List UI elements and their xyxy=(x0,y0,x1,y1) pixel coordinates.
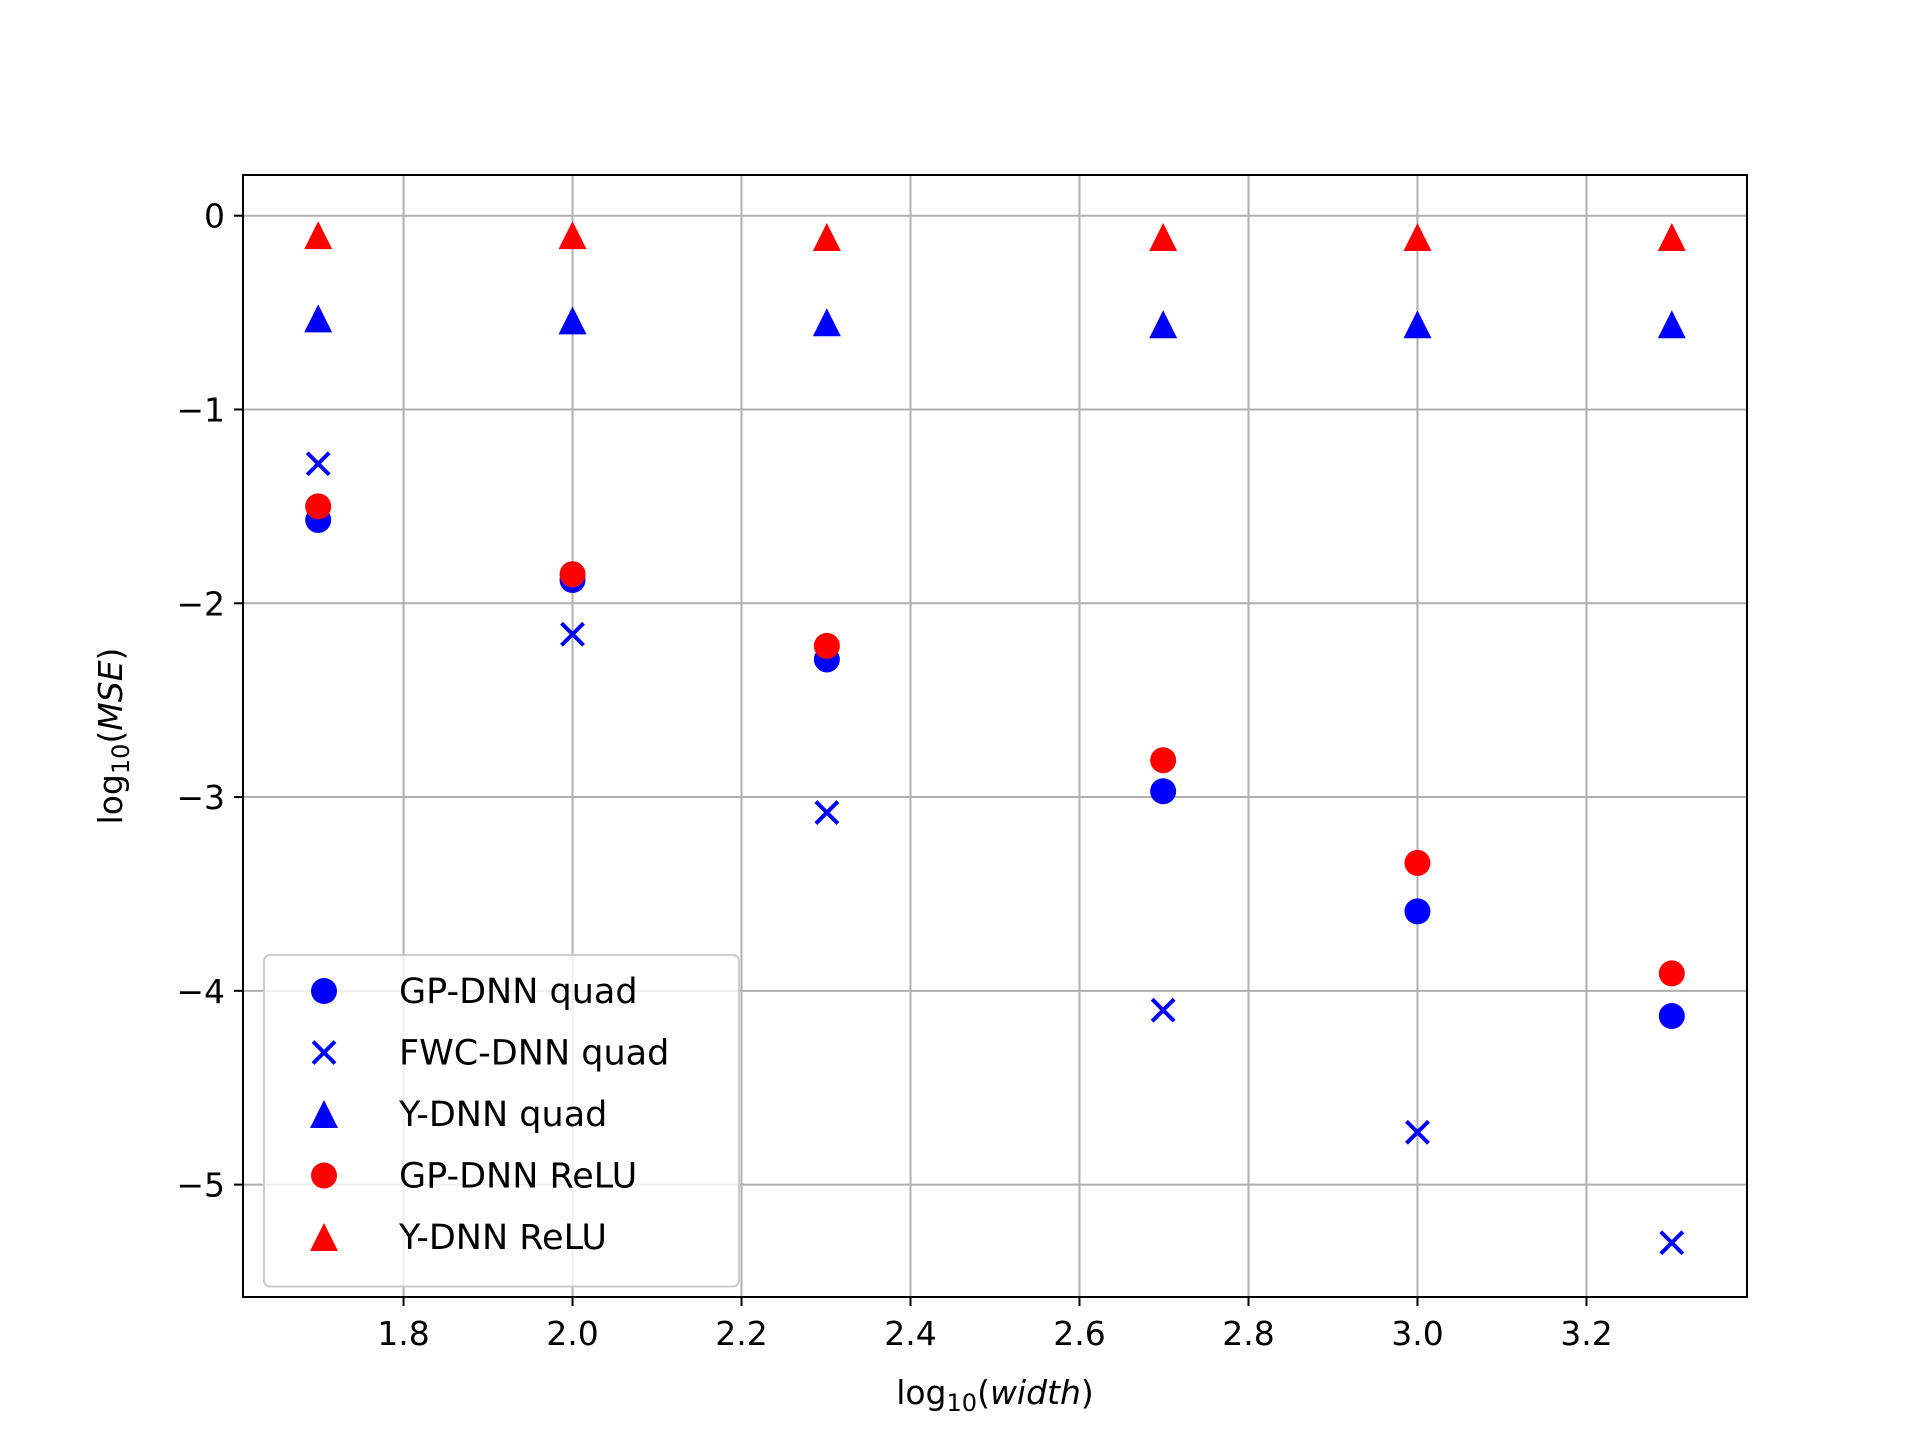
x-tick-label: 3.2 xyxy=(1560,1314,1612,1353)
y-axis-label: log10(MSE) xyxy=(91,648,135,825)
point-y-dnn-quad xyxy=(558,306,587,335)
point-y-dnn-quad xyxy=(1657,310,1686,339)
point-fwc-dnn-quad xyxy=(814,800,840,825)
x-axis-label-subscript: 10 xyxy=(947,1389,978,1417)
point-fwc-dnn-quad xyxy=(1659,1230,1685,1256)
x-tick-label: 2.2 xyxy=(715,1314,767,1353)
y-tick-label: −5 xyxy=(176,1166,225,1205)
x-tick-label: 3.0 xyxy=(1391,1314,1443,1353)
legend-label-y-dnn-quad: Y-DNN quad xyxy=(398,1095,607,1135)
point-y-dnn-relu xyxy=(812,223,841,252)
point-y-dnn-quad xyxy=(1149,310,1178,339)
x-tick-label: 2.6 xyxy=(1053,1314,1105,1353)
y-axis-label-log: log xyxy=(91,774,130,824)
point-gp-dnn-relu xyxy=(1150,747,1177,774)
point-fwc-dnn-quad xyxy=(560,621,585,647)
point-y-dnn-relu xyxy=(304,221,333,250)
x-tick-label: 1.8 xyxy=(377,1314,429,1353)
y-axis-ticks: 0 −1 −2 −3 −4 −5 xyxy=(176,197,243,1205)
point-y-dnn-relu xyxy=(1657,223,1686,252)
point-gp-dnn-relu xyxy=(559,561,586,588)
x-tick-label: 2.4 xyxy=(884,1314,936,1353)
x-axis-ticks: 1.8 2.0 2.2 2.4 2.6 2.8 3.0 3.2 xyxy=(377,1297,1613,1353)
y-tick-label: 0 xyxy=(204,197,225,236)
legend: GP-DNN quad FWC-DNN quad Y-DNN quad GP-DNN … xyxy=(263,954,740,1288)
y-tick-label: −4 xyxy=(176,972,225,1011)
legend-marker-gp-dnn-relu xyxy=(311,1162,337,1189)
point-gp-dnn-quad xyxy=(1150,778,1177,805)
point-y-dnn-relu xyxy=(558,221,587,250)
x-tick-label: 2.0 xyxy=(546,1314,598,1353)
data-points xyxy=(304,221,1686,1256)
point-gp-dnn-quad xyxy=(1658,1003,1685,1030)
legend-marker-y-dnn-relu xyxy=(310,1223,338,1251)
point-y-dnn-relu xyxy=(1403,223,1432,252)
y-axis-label-variable: MSE xyxy=(91,660,130,730)
legend-label-gp-dnn-quad: GP-DNN quad xyxy=(399,972,638,1012)
y-axis-label-subscript: 10 xyxy=(107,744,135,775)
legend-box xyxy=(263,954,740,1288)
legend-marker-fwc-dnn-quad xyxy=(311,1040,337,1065)
x-axis-label-log: log xyxy=(896,1373,946,1412)
point-fwc-dnn-quad xyxy=(1150,997,1176,1023)
point-fwc-dnn-quad xyxy=(305,451,331,477)
point-gp-dnn-relu xyxy=(813,632,840,659)
point-y-dnn-quad xyxy=(304,304,333,333)
legend-label-gp-dnn-relu: GP-DNN ReLU xyxy=(399,1157,637,1197)
grid-lines xyxy=(243,175,1747,1297)
point-y-dnn-quad xyxy=(812,308,841,337)
point-gp-dnn-relu xyxy=(1404,849,1431,876)
point-fwc-dnn-quad xyxy=(1405,1119,1430,1145)
legend-marker-y-dnn-quad xyxy=(310,1100,338,1128)
y-axis-label-open-paren: ( xyxy=(91,731,130,744)
y-tick-label: −1 xyxy=(176,390,225,429)
legend-label-fwc-dnn-quad: FWC-DNN quad xyxy=(399,1034,669,1074)
point-y-dnn-relu xyxy=(1149,223,1178,252)
point-gp-dnn-quad xyxy=(1404,898,1431,925)
legend-label-y-dnn-relu: Y-DNN ReLU xyxy=(398,1218,607,1258)
plot-frame xyxy=(242,174,1748,1298)
x-axis-label: log10(width) xyxy=(896,1373,1094,1417)
legend-marker-gp-dnn-quad xyxy=(311,978,337,1004)
y-tick-label: −2 xyxy=(176,584,225,623)
x-axis-label-close-paren: ) xyxy=(1081,1373,1094,1412)
point-gp-dnn-relu xyxy=(1658,960,1685,987)
y-axis-label-close-paren: ) xyxy=(91,648,130,661)
x-axis-label-open-paren: ( xyxy=(977,1373,990,1412)
y-tick-label: −3 xyxy=(176,778,225,817)
legend-items: GP-DNN quad FWC-DNN quad Y-DNN quad GP-DNN … xyxy=(310,972,669,1258)
x-tick-label: 2.8 xyxy=(1222,1314,1274,1353)
point-y-dnn-quad xyxy=(1403,310,1432,339)
point-gp-dnn-relu xyxy=(305,493,332,520)
x-axis-label-variable: width xyxy=(990,1373,1081,1412)
